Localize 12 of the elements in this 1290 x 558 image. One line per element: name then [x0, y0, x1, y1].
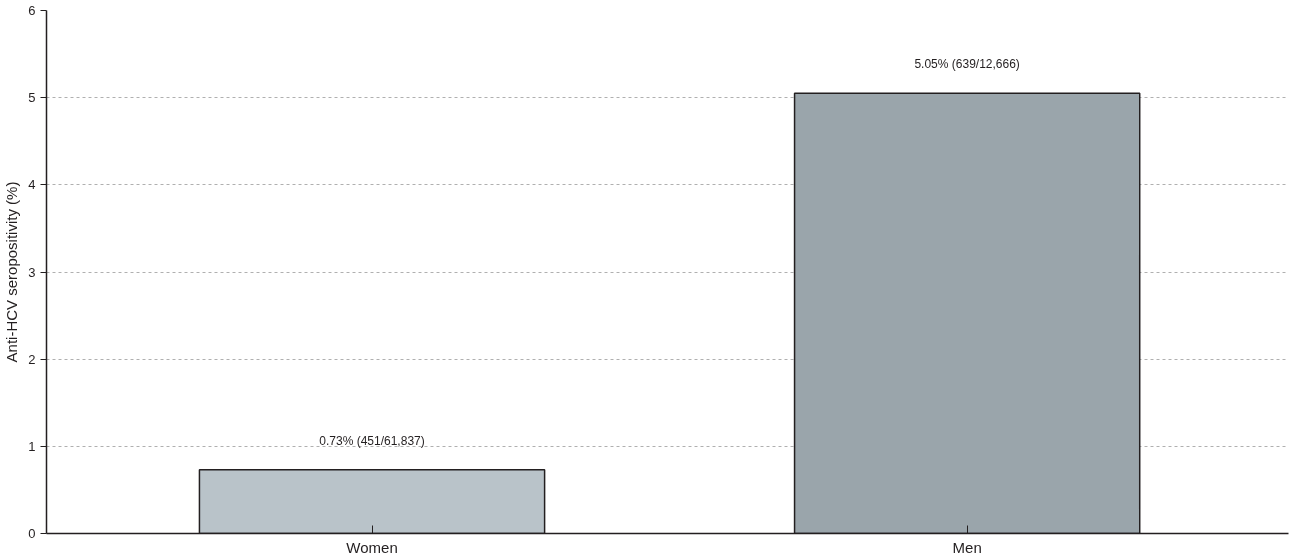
y-tick-label: 5	[28, 90, 36, 106]
y-tick-label: 3	[28, 264, 36, 280]
y-tick-label: 1	[28, 438, 36, 454]
y-tick-label: 0	[28, 526, 36, 541]
y-tick-label: 2	[28, 351, 36, 367]
y-tick-label: 4	[28, 177, 36, 193]
data-label: 0.73% (451/61,837)	[319, 433, 425, 448]
y-axis-title: Anti-HCV seropositivity (%)	[3, 181, 21, 363]
x-tick-label: Women	[346, 538, 398, 556]
y-tick-label: 6	[28, 3, 36, 18]
data-label: 5.05% (639/12,666)	[914, 57, 1020, 72]
x-tick-label: Men	[952, 538, 982, 556]
